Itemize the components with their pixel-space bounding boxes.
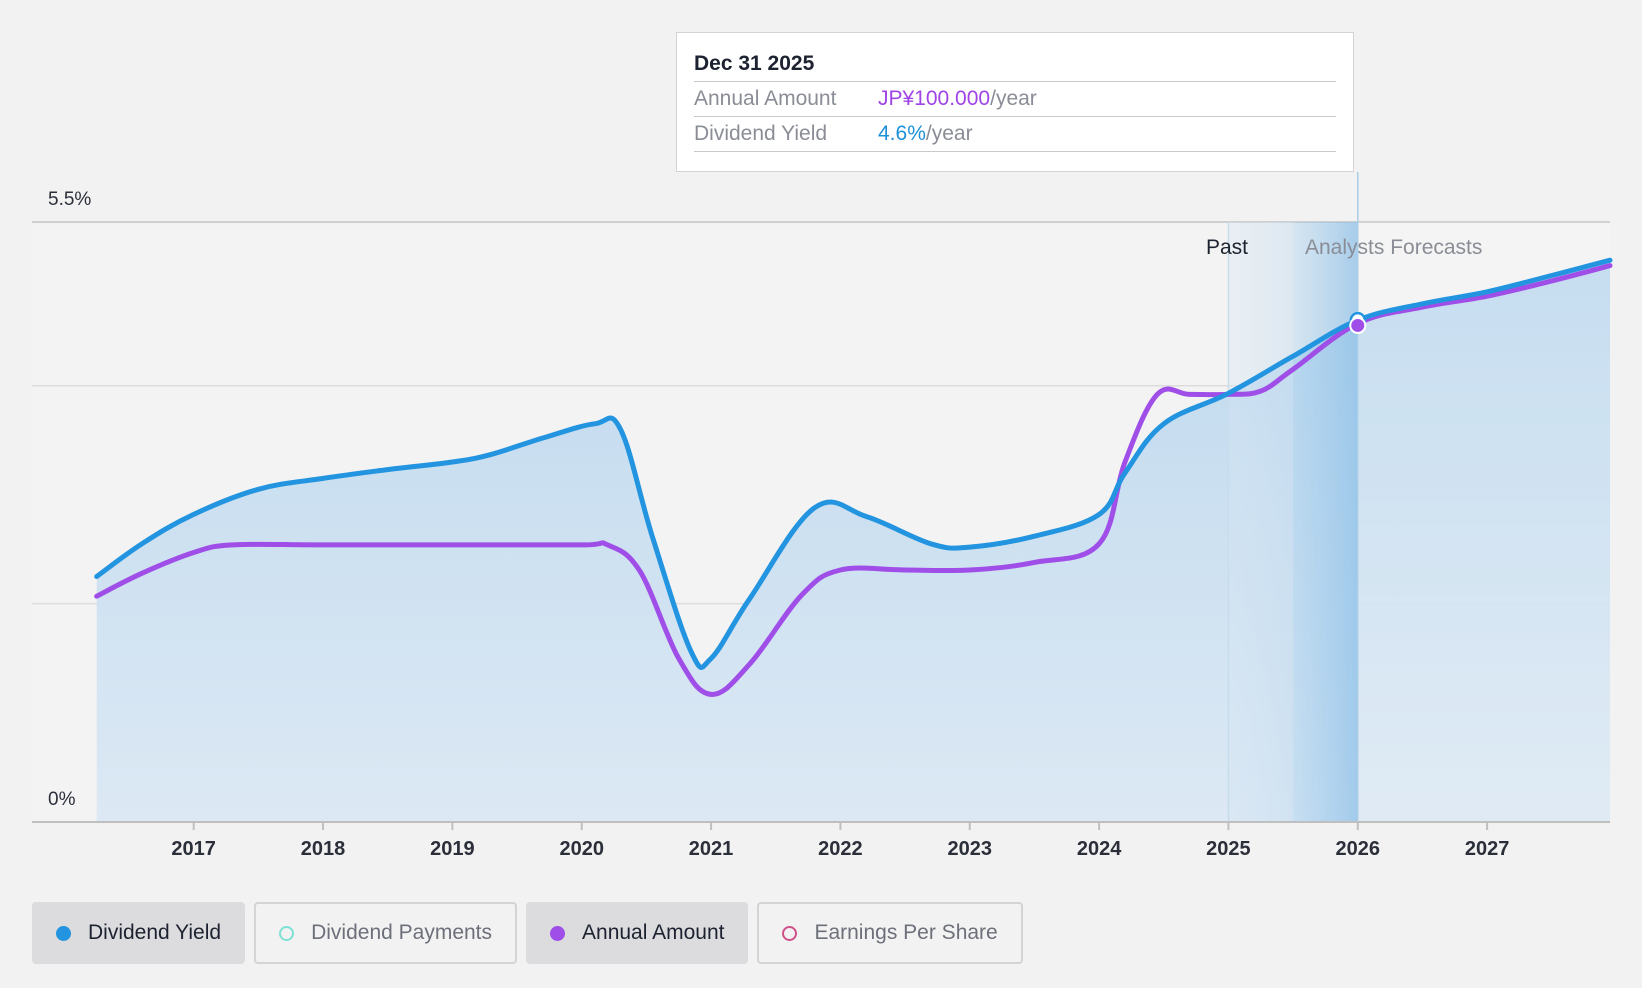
legend-label: Earnings Per Share bbox=[814, 921, 998, 944]
x-tick-label: 2027 bbox=[1465, 838, 1510, 860]
tooltip-unit: /year bbox=[990, 87, 1037, 110]
past-label: Past bbox=[1206, 236, 1248, 259]
legend: Dividend Yield Dividend Payments Annual … bbox=[32, 902, 1023, 964]
x-tick-label: 2020 bbox=[559, 838, 604, 860]
dividend-yield-dot-icon bbox=[56, 925, 71, 941]
legend-label: Dividend Yield bbox=[88, 921, 222, 944]
legend-item-earnings-per-share[interactable]: Earnings Per Share bbox=[757, 902, 1023, 964]
legend-item-dividend-payments[interactable]: Dividend Payments bbox=[254, 902, 518, 964]
x-tick-label: 2024 bbox=[1077, 838, 1122, 860]
tooltip-row-dividend-yield: Dividend Yield 4.6% /year bbox=[694, 117, 1336, 152]
annual-amount-dot-icon bbox=[550, 925, 566, 941]
past-highlight-band bbox=[1293, 222, 1358, 822]
x-tick-label: 2022 bbox=[818, 838, 863, 860]
x-tick-label: 2021 bbox=[689, 838, 734, 860]
earnings-per-share-dot-icon bbox=[782, 925, 798, 941]
y-tick-top: 5.5% bbox=[48, 189, 91, 210]
annual-amount-line bbox=[94, 263, 1613, 697]
forecast-label: Analysts Forecasts bbox=[1305, 236, 1482, 259]
x-tick-label: 2018 bbox=[301, 838, 346, 860]
tooltip-row-annual-amount: Annual Amount JP¥100.000 /year bbox=[694, 82, 1336, 117]
legend-label: Dividend Payments bbox=[311, 921, 493, 944]
x-tick-label: 2023 bbox=[947, 838, 992, 860]
x-tick-label: 2017 bbox=[171, 838, 216, 860]
x-tick-label: 2019 bbox=[430, 838, 475, 860]
legend-item-dividend-yield[interactable]: Dividend Yield bbox=[32, 902, 246, 964]
dividend-payments-dot-icon bbox=[279, 925, 295, 941]
axes: 2017 2018 2019 2020 2021 2022 2023 2024 2025 2026… bbox=[32, 821, 1610, 860]
past-forecast-regions bbox=[1227, 172, 1610, 822]
x-tick-label: 2025 bbox=[1206, 838, 1251, 860]
annual-amount-marker bbox=[1349, 316, 1367, 334]
tooltip: Dec 31 2025 Annual Amount JP¥100.000 /ye… bbox=[676, 32, 1354, 172]
tooltip-label: Dividend Yield bbox=[694, 122, 828, 145]
highlight-markers bbox=[1349, 311, 1367, 334]
x-tick-label: 2026 bbox=[1336, 838, 1381, 860]
series-lines bbox=[94, 257, 1613, 697]
legend-item-annual-amount[interactable]: Annual Amount bbox=[526, 902, 749, 964]
dividend-yield-line bbox=[94, 257, 1613, 670]
forecast-region bbox=[1357, 222, 1610, 822]
tooltip-value: 4.6% bbox=[878, 122, 926, 145]
tooltip-date: Dec 31 2025 bbox=[694, 47, 1336, 82]
past-region bbox=[1228, 222, 1294, 822]
legend-label: Annual Amount bbox=[582, 921, 725, 944]
y-tick-bottom: 0% bbox=[48, 789, 76, 810]
tooltip-value: JP¥100.000 bbox=[878, 87, 991, 110]
tooltip-label: Annual Amount bbox=[694, 87, 837, 110]
tooltip-unit: /year bbox=[925, 122, 973, 145]
